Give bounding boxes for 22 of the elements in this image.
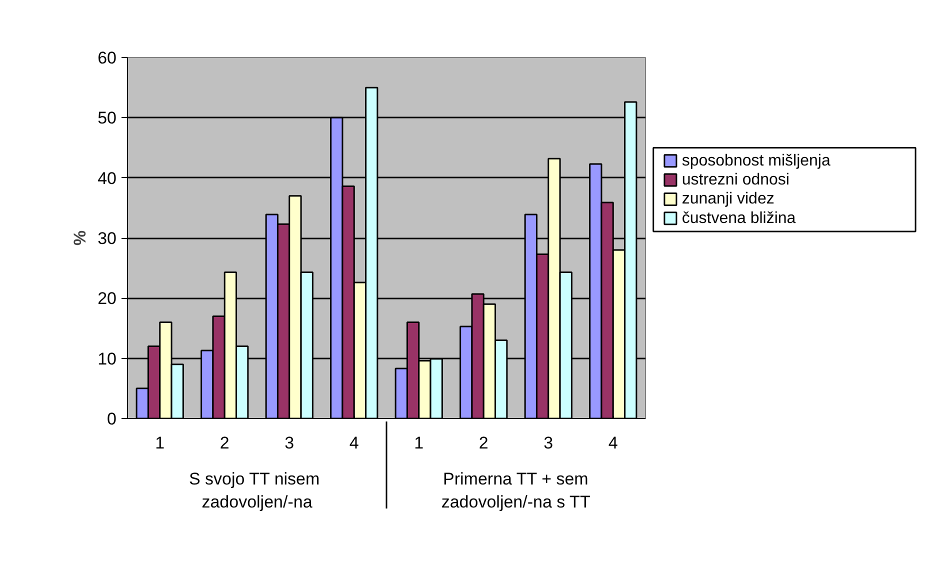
- y-tick-label: 30: [98, 229, 117, 248]
- x-tick-label: 3: [284, 434, 294, 452]
- text: S svojo TT nisem zadovoljen/-na: [188, 470, 320, 512]
- text: Primerna TT + sem zadovoljen/-na s TT: [441, 470, 590, 512]
- legend-label: zunanji videz: [682, 190, 774, 208]
- y-tick-label: 50: [98, 108, 117, 128]
- x-tick-label: 4: [349, 434, 359, 452]
- legend-label: sposobnost mišljenja: [682, 152, 830, 170]
- legend-label: čustvena bližina: [682, 210, 796, 227]
- y-tick-label: 0: [107, 410, 117, 428]
- x-tick-label: 1: [414, 434, 424, 452]
- x-tick-label: 2: [220, 434, 230, 452]
- legend-label: ustrezni odnosi: [682, 172, 790, 189]
- y-tick-label: 20: [98, 289, 117, 308]
- y-tick-label: 60: [98, 48, 117, 68]
- x-tick-label: 2: [478, 434, 488, 452]
- x-tick-label: 3: [544, 434, 554, 452]
- y-tick-label: 10: [98, 349, 117, 368]
- y-tick-label: 40: [98, 168, 117, 188]
- x-tick-label: 4: [608, 434, 618, 452]
- y-axis-title: %: [70, 230, 90, 246]
- x-tick-label: 1: [155, 434, 165, 452]
